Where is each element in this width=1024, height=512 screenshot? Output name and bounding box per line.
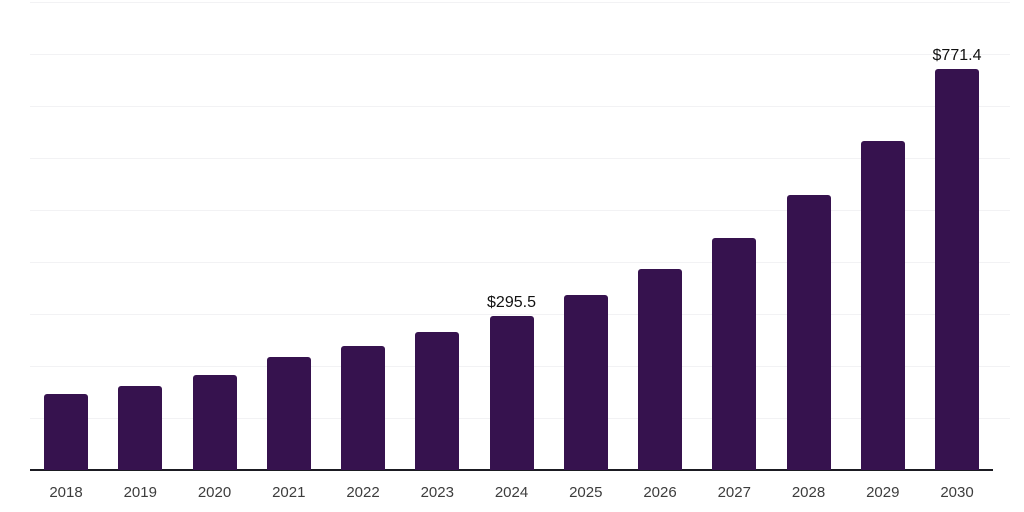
x-axis-line (30, 469, 993, 471)
gridline-500 (30, 210, 1010, 211)
bar-2022 (341, 346, 385, 470)
bar-2026 (638, 269, 682, 470)
bar-cell-2022: 2022 (341, 0, 385, 512)
gridline-400 (30, 262, 1010, 263)
x-tick-label-2018: 2018 (49, 484, 83, 501)
gridline-700 (30, 106, 1010, 107)
bar-cell-2025: 2025 (563, 0, 608, 512)
x-tick-label-2028: 2028 (791, 484, 826, 501)
x-tick-label-2020: 2020 (197, 484, 232, 501)
bar-2027 (712, 238, 757, 470)
x-tick-label-2024: 2024 (494, 484, 529, 501)
bar-cell-2030: $771.4 2030 (932, 0, 982, 512)
bar-2024 (489, 316, 534, 470)
bar-2019 (118, 386, 163, 470)
bar-2021 (266, 357, 311, 470)
x-tick-label-2019: 2019 (123, 484, 157, 501)
gridline-900 (30, 2, 1010, 3)
gridline-800 (30, 54, 1010, 55)
bar-cell-2023: 2023 (415, 0, 460, 512)
bar-cell-2018: 2018 (44, 0, 88, 512)
bar-cell-2028: 2028 (786, 0, 831, 512)
data-label-2024: $295.5 (487, 294, 536, 312)
x-tick-label-2025: 2025 (569, 484, 603, 501)
bar-2018 (44, 394, 88, 470)
bar-2030 (935, 68, 979, 470)
data-label-2030: $771.4 (932, 46, 982, 64)
x-tick-label-2026: 2026 (643, 484, 677, 501)
bar-cell-2029: 2029 (860, 0, 905, 512)
bar-2028 (786, 195, 831, 470)
bar-cell-2019: 2019 (118, 0, 163, 512)
gridline-300 (30, 314, 1010, 315)
bar-cell-2027: 2027 (712, 0, 757, 512)
bar-cell-2021: 2021 (266, 0, 311, 512)
x-tick-label-2030: 2030 (940, 484, 974, 501)
x-tick-label-2022: 2022 (346, 484, 380, 501)
bar-cell-2024: $295.5 2024 (487, 0, 536, 512)
bar-2023 (415, 332, 460, 470)
x-tick-label-2029: 2029 (866, 484, 900, 501)
x-tick-label-2023: 2023 (420, 484, 454, 501)
bar-cell-2026: 2026 (638, 0, 682, 512)
bar-cell-2020: 2020 (192, 0, 237, 512)
bar-2029 (860, 141, 905, 470)
bar-2020 (192, 375, 237, 470)
x-tick-label-2027: 2027 (717, 484, 751, 501)
gridline-600 (30, 158, 1010, 159)
x-tick-label-2021: 2021 (272, 484, 306, 501)
bar-2025 (563, 295, 608, 470)
plot-area: 2018 2019 2020 2021 2022 2023 $295.5 2024 2025 20… (30, 0, 993, 512)
